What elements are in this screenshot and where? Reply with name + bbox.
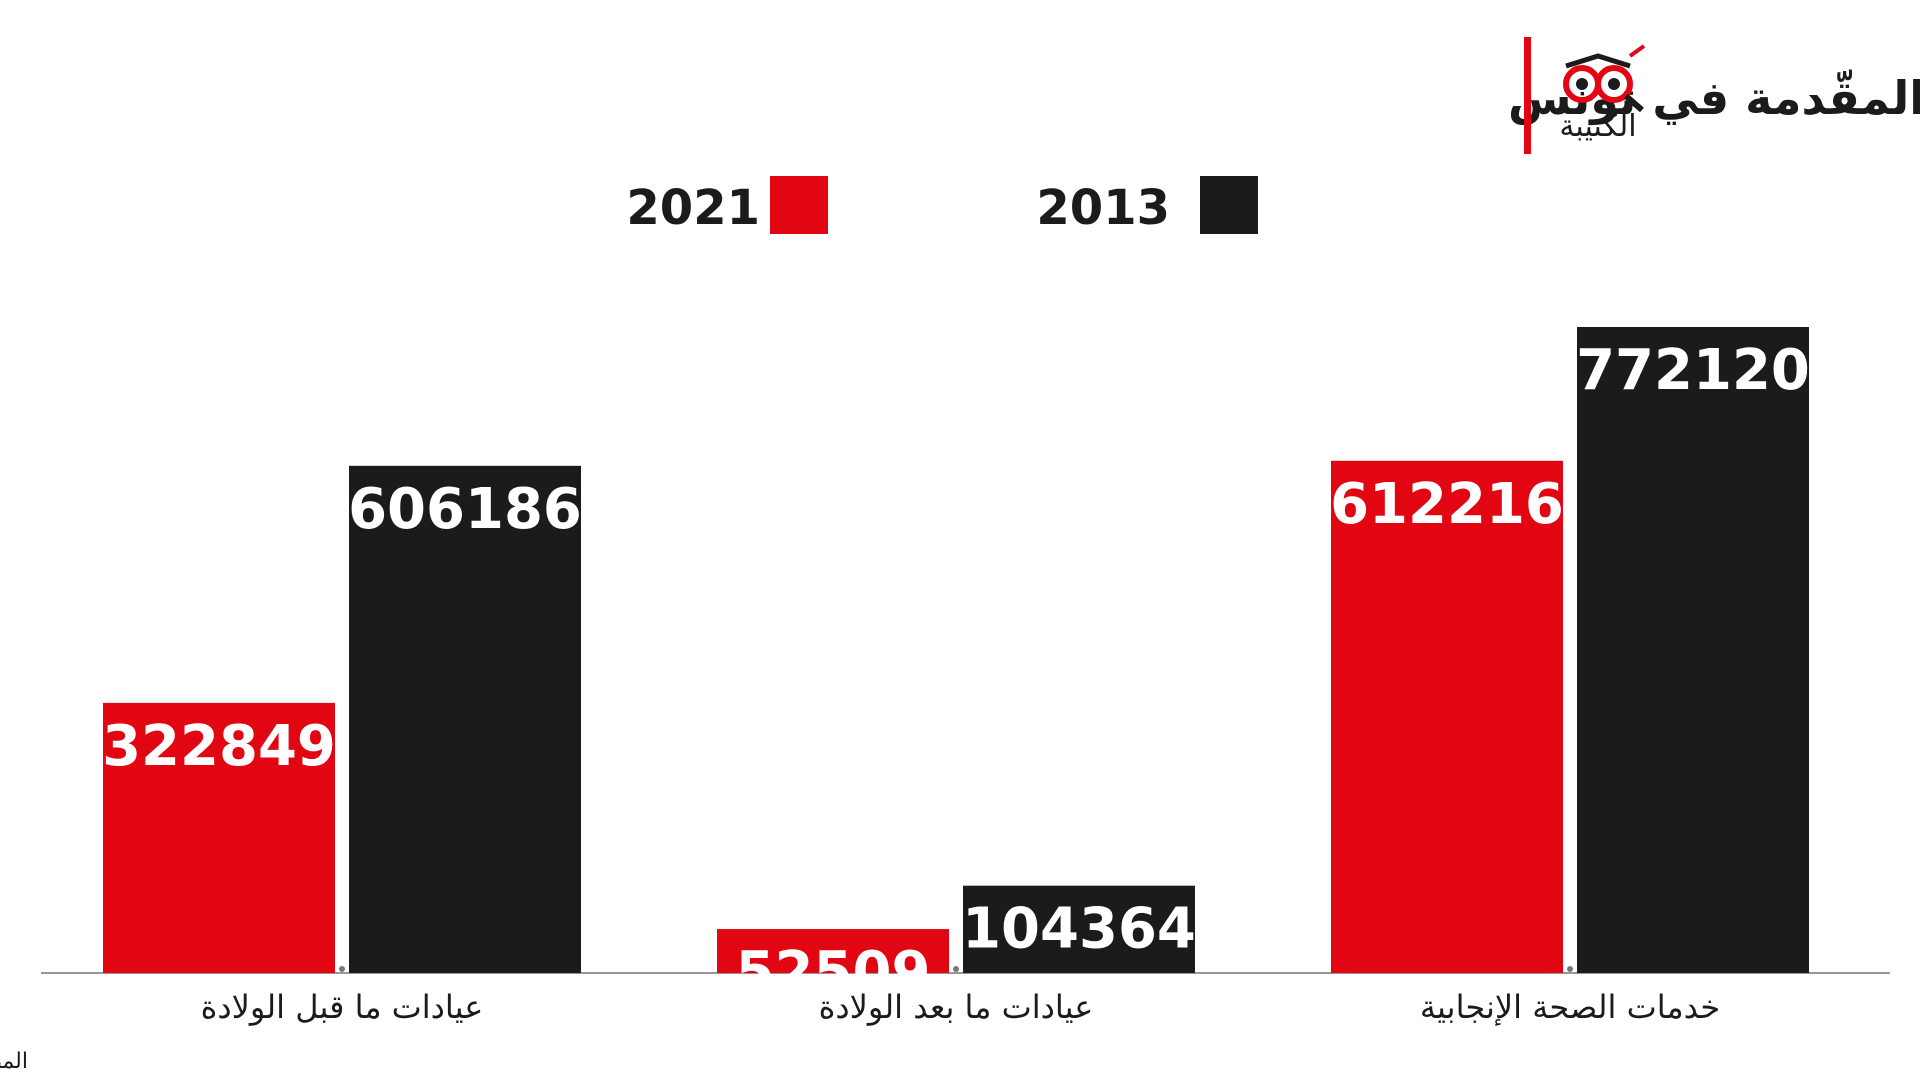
x-tick-label: عيادات ما قبل الولادة — [201, 988, 484, 1026]
axis-dot — [339, 966, 345, 972]
bar — [717, 929, 949, 973]
logo-eye — [1595, 65, 1633, 103]
logo-pupil — [1608, 78, 1620, 90]
x-tick-label: عيادات ما بعد الولادة — [819, 988, 1094, 1026]
logo-handle — [1624, 93, 1644, 113]
data-label: 612216 — [1330, 472, 1564, 537]
axis-dot — [953, 966, 959, 972]
legend-swatch — [770, 176, 828, 234]
data-label: 104364 — [962, 897, 1196, 962]
axis-dot — [1567, 966, 1573, 972]
legend-label: 2021 — [626, 180, 760, 236]
data-label: 52509 — [736, 940, 931, 1005]
legend-swatch — [1200, 176, 1258, 234]
logo-text: الكتيبة — [1559, 109, 1636, 144]
bar — [963, 885, 1195, 973]
bar — [1331, 460, 1563, 973]
logo: الكتيبة — [1559, 44, 1646, 144]
title-divider — [1524, 37, 1531, 154]
source-note: المصدر: المعهد الوطني للإحصاء — [0, 1049, 28, 1074]
bar — [103, 702, 335, 973]
data-label: 772120 — [1576, 338, 1810, 403]
data-label: 606186 — [348, 477, 582, 542]
bar — [349, 465, 581, 973]
data-label: 322849 — [102, 714, 336, 779]
legend-label: 2013 — [1036, 180, 1170, 236]
logo-brow — [1565, 53, 1631, 69]
logo-accent — [1628, 44, 1646, 58]
logo-pupil — [1576, 78, 1588, 90]
bar — [1577, 327, 1809, 973]
x-tick-label: خدمات الصحة الإنجابية — [1420, 988, 1720, 1026]
